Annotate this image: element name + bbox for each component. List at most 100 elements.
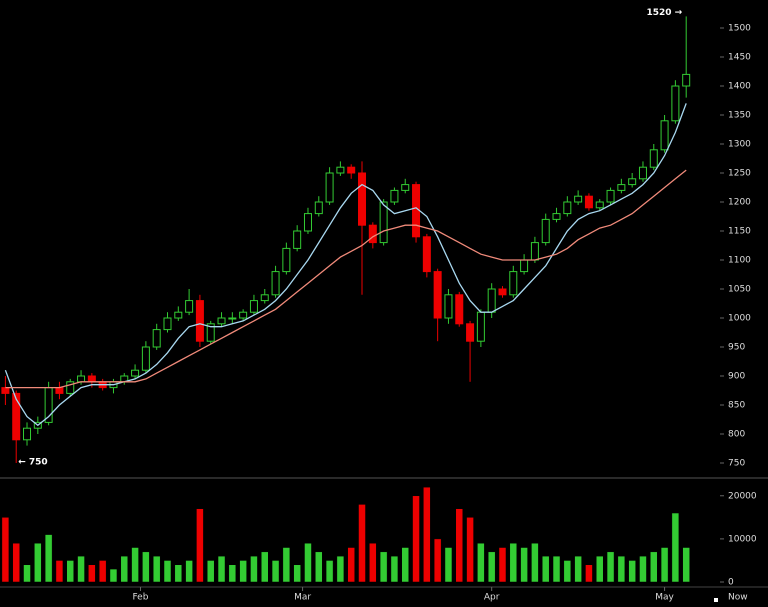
y-tick-label: 1400 — [728, 82, 751, 92]
candle-body — [606, 189, 615, 203]
candle-body — [638, 166, 647, 180]
volume-bar — [44, 534, 53, 583]
volume-bar — [131, 547, 139, 583]
y-tick-label: 1300 — [728, 140, 751, 150]
candle-body — [617, 184, 626, 191]
candle-body — [293, 230, 302, 249]
y2-tick-label: 0 — [728, 578, 734, 588]
volume-bar — [498, 547, 507, 583]
y2-tick-label: 10000 — [728, 534, 757, 544]
y-tick-label: 1150 — [728, 227, 751, 237]
volume-bar — [477, 542, 485, 583]
volume-bar — [660, 547, 669, 583]
y-tick-label: 1450 — [728, 53, 751, 63]
y-tick-label: 900 — [728, 372, 745, 382]
volume-bar — [574, 555, 582, 583]
annotation-high: 1520 → — [646, 8, 682, 18]
volume-bar — [217, 555, 226, 583]
volume-bar — [206, 560, 215, 583]
candle-body — [401, 184, 410, 191]
candle-body — [541, 218, 550, 244]
volume-bar — [487, 551, 496, 583]
candle-body — [12, 392, 21, 441]
candle-body — [77, 375, 86, 383]
volume-bar — [185, 560, 193, 583]
candle-body — [466, 323, 475, 342]
candle-body — [498, 288, 507, 296]
volume-bar — [401, 547, 409, 583]
volume-bar — [196, 508, 204, 583]
volume-bar — [682, 547, 690, 583]
candle-body — [228, 317, 237, 320]
volume-bar — [250, 555, 258, 583]
y-tick-label: 1100 — [728, 256, 751, 266]
candle-body — [530, 242, 539, 261]
volume-bar — [142, 551, 150, 583]
volume-bar — [423, 486, 431, 583]
candle-body — [628, 178, 637, 186]
candle-body — [412, 184, 421, 238]
x-tick-label: Mar — [294, 593, 311, 603]
candle-body — [195, 300, 204, 342]
volume-bar — [34, 542, 42, 583]
y-tick-label: 1000 — [728, 314, 751, 324]
candle-body — [563, 201, 572, 215]
candle-body — [239, 311, 248, 319]
candle-body — [23, 427, 32, 441]
y-tick-label: 750 — [728, 459, 745, 469]
volume-bar — [628, 560, 636, 583]
candle-body — [336, 166, 345, 174]
y-tick-label: 850 — [728, 401, 745, 411]
candle-body — [358, 172, 367, 226]
volume-bar — [466, 517, 474, 583]
volume-bar — [282, 547, 291, 583]
moving-average — [4, 103, 687, 427]
annotation-low: ← 750 — [18, 458, 47, 468]
volume-bar — [650, 551, 658, 583]
x-tick-label: Feb — [133, 593, 149, 603]
candle-body — [206, 323, 215, 342]
y2-tick-label: 20000 — [728, 491, 757, 501]
volume-bar — [444, 547, 453, 583]
candle-body — [595, 201, 604, 209]
volume-bar — [520, 547, 528, 583]
candle-body — [55, 387, 64, 394]
candle-body — [66, 381, 75, 394]
y-tick-label: 1050 — [728, 285, 751, 295]
volume-bar — [390, 555, 399, 583]
candle-body — [584, 195, 593, 209]
volume-bar — [12, 542, 20, 583]
volume-bar — [563, 560, 572, 583]
volume-bar — [98, 560, 107, 583]
volume-bar — [639, 555, 647, 583]
volume-bar — [585, 564, 593, 583]
volume-bar — [315, 551, 323, 583]
candle-body — [325, 172, 334, 203]
volume-bar — [23, 564, 31, 583]
candle-body — [185, 300, 194, 313]
volume-bar — [271, 560, 280, 583]
candle-body — [87, 375, 96, 383]
candle-body — [303, 213, 312, 232]
candle-body — [455, 294, 464, 325]
volume-bar — [239, 560, 247, 583]
volume-bar — [293, 564, 301, 583]
candle-body — [422, 236, 431, 273]
candle-body — [390, 189, 399, 203]
candle-body — [671, 85, 680, 122]
volume-bar — [228, 564, 237, 583]
volume-bar — [531, 542, 539, 583]
candle-body — [520, 259, 529, 273]
volume-bar — [163, 560, 172, 583]
candle-body — [476, 311, 485, 342]
candle-body — [152, 329, 161, 348]
candle-body — [174, 311, 183, 319]
candle-body — [282, 247, 291, 273]
volume-bar — [347, 547, 355, 583]
candle-body — [552, 213, 561, 220]
candle-body — [141, 346, 150, 371]
volume-bar — [617, 555, 626, 583]
candle-body — [347, 166, 356, 174]
y-tick-label: 1200 — [728, 198, 751, 208]
